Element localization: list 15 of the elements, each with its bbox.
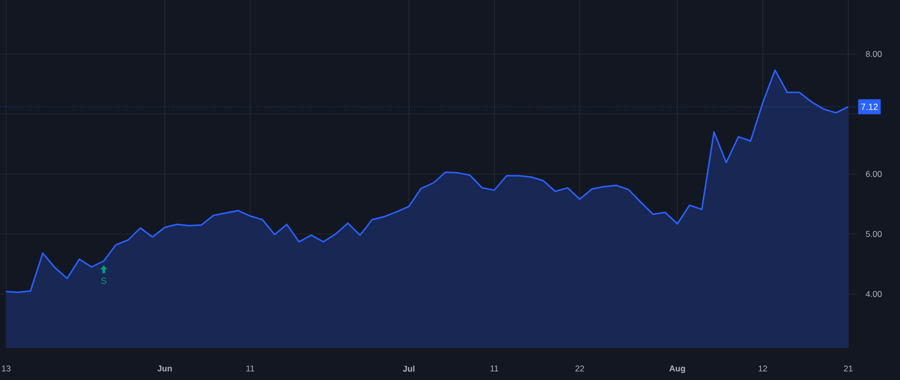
x-tick-label: 22 <box>575 366 584 372</box>
ref-line-label: 7.12 <box>861 104 878 110</box>
y-tick-label: 4.00 <box>866 291 882 297</box>
y-tick-label: 5.00 <box>866 231 882 237</box>
annotation: S <box>101 278 106 284</box>
y-tick-label: 8.00 <box>866 51 882 57</box>
x-tick-label: Jun <box>157 366 172 372</box>
x-tick-label: 12 <box>758 366 768 372</box>
x-tick-label: 13 <box>2 366 10 372</box>
x-tick-label: 11 <box>490 366 498 372</box>
x-tick-label: 11 <box>246 366 254 372</box>
x-tick-label: 21 <box>844 366 853 372</box>
x-tick-label: Jul <box>402 366 414 372</box>
y-tick-label: 6.00 <box>866 171 882 177</box>
x-tick-label: Aug <box>669 366 686 374</box>
